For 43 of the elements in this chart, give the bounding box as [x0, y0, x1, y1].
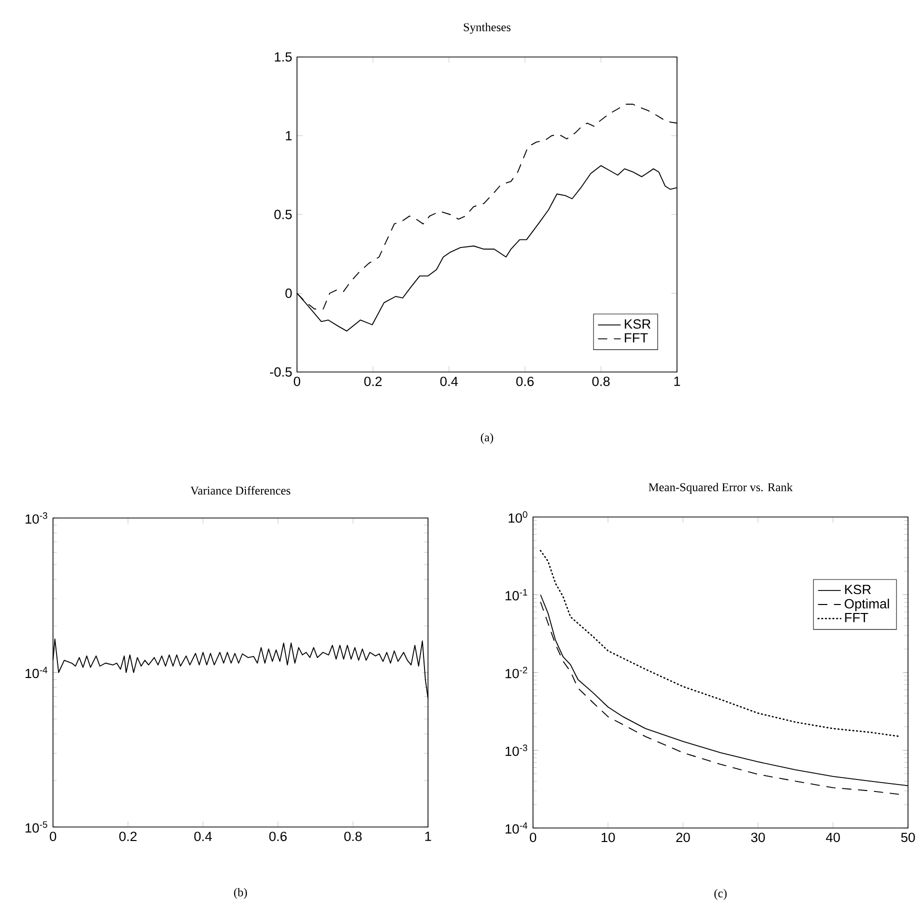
chart-title: Mean-Squared Error vs. Rank: [648, 482, 793, 494]
x-tick-label: 0: [530, 832, 536, 842]
y-tick-label: 10$^{-3}$: [26, 512, 48, 524]
x-tick-label: 0: [294, 376, 300, 386]
y-tick-label: 0.5: [274, 210, 292, 220]
y-tick-label: 10$^{0}$: [508, 511, 528, 523]
y-tick-label: 10$^{-5}$: [26, 821, 48, 833]
x-tick-label: 30: [751, 832, 765, 842]
x-tick-label: 0: [50, 832, 56, 842]
y-tick-label: 10$^{-2}$: [506, 666, 528, 678]
x-tick-label: 20: [676, 832, 690, 842]
x-tick-label: 0.2: [364, 376, 382, 386]
x-tick-label: 1: [425, 832, 432, 841]
text: (a): [480, 432, 494, 444]
x-tick-label: 0.8: [592, 376, 610, 386]
y-tick-label: 10$^{-3}$: [506, 744, 528, 756]
y-tick-label: 10$^{-1}$: [506, 589, 528, 600]
text: (c): [714, 889, 727, 900]
y-tick-label: 10$^{-4}$: [26, 666, 48, 678]
legend-label: KSR: [624, 319, 650, 329]
legend-label: KSR: [845, 584, 871, 594]
x-tick-label: 0.4: [440, 376, 458, 386]
y-tick-label: 1.5: [274, 52, 292, 62]
y-tick-label: 0: [285, 288, 292, 298]
x-tick-label: 0.6: [516, 376, 534, 386]
x-tick-label: 40: [826, 832, 840, 842]
x-tick-label: 0.8: [344, 832, 362, 842]
legend-label: Optimal: [844, 598, 889, 612]
line-series: [540, 550, 902, 738]
chart-title: Syntheses: [464, 22, 510, 34]
x-tick-label: 10: [602, 832, 615, 842]
legend-label: FFT: [624, 333, 648, 342]
chart-title: Variance Differences: [190, 486, 290, 495]
x-tick-label: 1: [674, 376, 680, 386]
x-tick-label: 50: [901, 832, 915, 842]
y-tick-label: 10$^{-4}$: [506, 822, 528, 834]
x-tick-label: 0.4: [194, 832, 212, 842]
y-tick-label: -0.5: [270, 367, 292, 377]
x-tick-label: 0.2: [119, 832, 137, 842]
x-tick-label: 0.6: [269, 832, 287, 842]
text: (b): [234, 888, 247, 899]
y-tick-label: 1: [286, 131, 292, 140]
legend-label: FFT: [845, 612, 868, 622]
